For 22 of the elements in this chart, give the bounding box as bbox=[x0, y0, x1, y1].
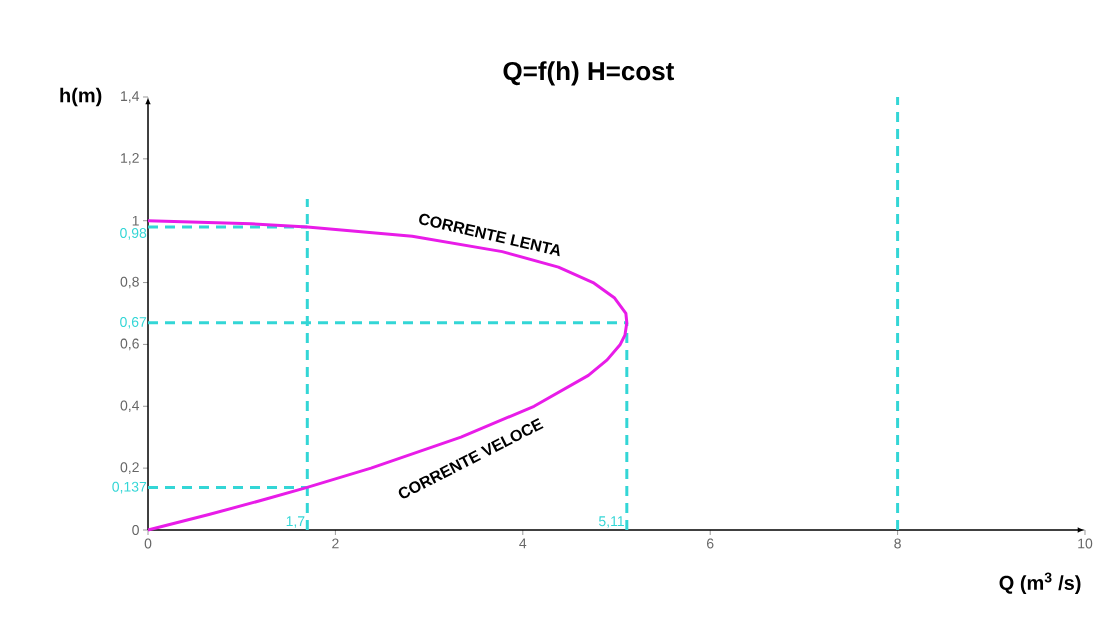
x-axis-title: Q (m$^{3}$ /s) bbox=[999, 572, 1081, 594]
y-tick-label: 0,6 bbox=[120, 338, 139, 351]
y-tick-label: 0 bbox=[132, 525, 139, 535]
y-tick-label: 0,8 bbox=[120, 276, 139, 289]
annotation: 1,7 bbox=[286, 516, 305, 528]
annotation: 0,137 bbox=[112, 481, 147, 494]
x-tick-label: 10 bbox=[1078, 538, 1093, 549]
x-tick-label: 4 bbox=[519, 538, 527, 549]
x-tick-label: 0 bbox=[144, 538, 152, 549]
x-tick-label: 6 bbox=[707, 538, 714, 549]
annotation: 0,98 bbox=[120, 228, 147, 240]
annotation: 0,67 bbox=[120, 316, 147, 329]
x-tick-label: 8 bbox=[894, 538, 901, 549]
y-tick-label: 1,4 bbox=[121, 91, 140, 103]
annotation: 5,11 bbox=[598, 516, 624, 528]
y-axis-title: h(m) bbox=[60, 87, 102, 107]
y-tick-label: 0,2 bbox=[120, 462, 139, 474]
x-tick-label: 2 bbox=[332, 538, 339, 549]
y-tick-label: 0,4 bbox=[120, 400, 140, 413]
y-tick-label: 1,2 bbox=[121, 153, 139, 165]
chart-title: Q=f(h) H=cost bbox=[503, 61, 675, 86]
y-tick-label: 1 bbox=[132, 215, 139, 226]
